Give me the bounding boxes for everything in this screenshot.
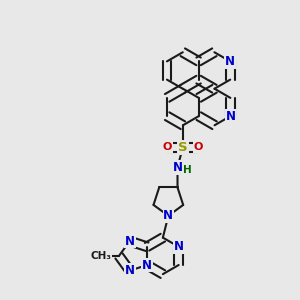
Text: O: O: [163, 142, 172, 152]
Text: N: N: [142, 259, 152, 272]
Text: O: O: [194, 142, 203, 152]
Text: N: N: [125, 264, 135, 277]
Text: N: N: [225, 55, 235, 68]
Text: N: N: [172, 161, 182, 174]
Text: CH₃: CH₃: [90, 251, 111, 261]
Text: N: N: [225, 110, 236, 123]
Text: S: S: [178, 141, 188, 154]
Text: N: N: [125, 235, 135, 248]
Text: H: H: [183, 165, 192, 175]
Text: N: N: [163, 209, 173, 222]
Text: N: N: [174, 240, 184, 253]
